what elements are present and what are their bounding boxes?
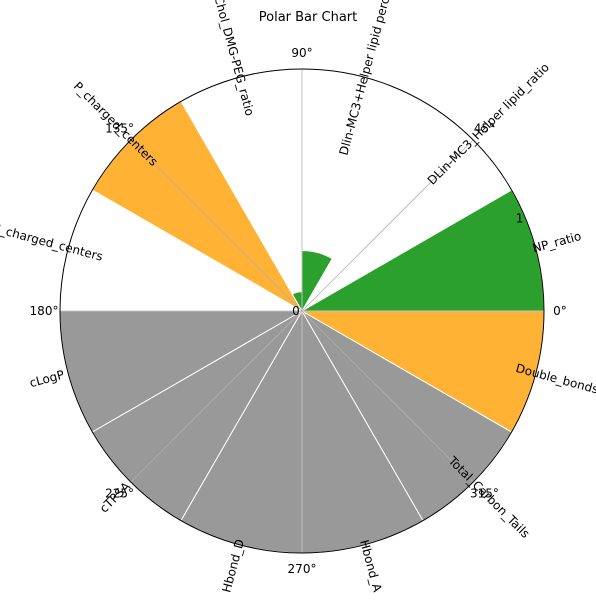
category-label: cLogP [28,367,66,390]
angle-tick-label: 90° [291,46,312,60]
category-label: Total_Carbon_Tails [445,453,533,541]
angle-tick-label: 45° [474,122,495,136]
angular-gridline [301,139,474,312]
category-label: DLin-MC3_Helper lipid_ratio [425,60,552,187]
category-label: NP_ratio [531,229,583,255]
category-label: Hbond_A [357,538,385,594]
angle-tick-label: 270° [288,562,317,576]
polar-frame [59,68,545,554]
bar-np-ratio [300,189,545,312]
angle-tick-label: 225° [105,486,134,500]
category-label: P_charged_centers [71,79,161,169]
angular-gridline [301,310,474,483]
chart-title: Polar Bar Chart [259,10,357,25]
radial-tick-label: 0 [292,304,300,318]
category-label: Hbond_D [219,538,247,594]
angle-tick-label: 135° [105,122,134,136]
angle-tick-label: 180° [30,304,59,318]
angular-gridline [130,139,303,312]
angle-tick-label: 0° [553,304,567,318]
radial-tick-label: 1 [516,211,524,225]
angle-tick-label: 315° [470,486,499,500]
category-label: Chol_DMG-PEG_ratio [211,0,257,117]
category-label: N_charged_centers [0,221,104,264]
angular-gridline [130,310,303,483]
